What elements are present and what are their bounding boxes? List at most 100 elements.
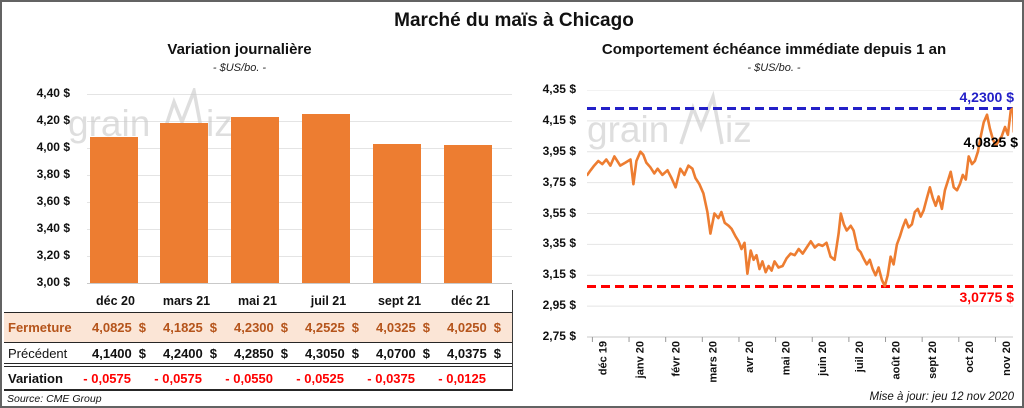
table-cell: 4,2850 $ [234, 345, 288, 361]
table-cell: 4,0825 $ [92, 320, 146, 335]
month-label-text: janv 20 [634, 341, 647, 379]
table-cell: - 0,0375 [367, 370, 415, 386]
bar-y-axis-label: 3,00 $ [36, 275, 70, 289]
month-label-text: août 20 [890, 341, 903, 380]
table-cell: 4,1825 $ [163, 320, 217, 335]
table-cell: - 0,0125 [438, 370, 486, 386]
month-label: mars 20 [693, 341, 719, 395]
table-header-row: déc 20 mars 21 mai 21 juil 21 sept 21 dé… [4, 290, 512, 313]
table-cell: 4,2300 $ [234, 320, 288, 335]
watermark-zigzag-icon [160, 88, 205, 139]
line-y-axis-label: 3,75 $ [542, 174, 576, 189]
table-cell: 4,0325 $ [376, 320, 430, 335]
line-y-axis-label: 3,15 $ [542, 267, 576, 282]
price-line [587, 107, 1013, 288]
month-label-text: nov 20 [1000, 341, 1013, 376]
row-label: Fermeture [8, 320, 72, 335]
bar-y-axis-label: 3,40 $ [36, 221, 70, 235]
bar-gridline [87, 283, 512, 284]
table-cell: 4,2400 $ [163, 345, 217, 361]
month-label: mai 20 [767, 341, 793, 395]
update-note: Mise à jour: jeu 12 nov 2020 [869, 391, 1014, 403]
table-cell: - 0,0525 [296, 370, 344, 386]
table-cell: - 0,0575 [83, 370, 131, 386]
line-chart-series [587, 107, 1013, 288]
bar-gridline [87, 175, 512, 176]
front-month-line-chart: grain iz [587, 90, 1013, 342]
line-chart-subtitle: - $US/bo. - [747, 62, 801, 74]
month-label: déc 19 [583, 341, 609, 395]
month-label: juin 20 [803, 341, 829, 395]
table-cell: 4,2525 $ [305, 320, 359, 335]
month-label-text: mai 20 [780, 341, 793, 376]
bar [444, 144, 492, 283]
line-chart-grid [587, 90, 1013, 342]
bar-gridline [87, 229, 512, 230]
bar [302, 113, 351, 283]
line-y-axis-label: 2,75 $ [542, 329, 576, 343]
bar-y-axis-label: 4,00 $ [36, 140, 70, 154]
month-label-text: déc 19 [597, 341, 610, 376]
month-label-text: oct 20 [963, 341, 976, 373]
futures-table: déc 20 mars 21 mai 21 juil 21 sept 21 dé… [4, 290, 513, 391]
month-label: sept 20 [913, 341, 939, 395]
bar-y-axis-label: 3,60 $ [36, 194, 70, 208]
bar-y-axis-label: 3,20 $ [36, 248, 70, 262]
bar-y-axis-label: 4,20 $ [36, 113, 70, 127]
table-cell: 4,0250 $ [447, 320, 501, 335]
table-cell: 4,3050 $ [305, 345, 359, 361]
month-label-text: juin 20 [817, 341, 830, 376]
line-y-axis-label: 3,35 $ [542, 236, 576, 251]
table-cell: 4,1400 $ [92, 345, 146, 361]
column-header: déc 21 [451, 294, 490, 308]
bar [89, 136, 138, 283]
month-label: janv 20 [620, 341, 646, 395]
low-value-label: 3,0775 $ [959, 289, 1015, 305]
watermark-text: iz [206, 103, 233, 144]
line-y-axis-label: 4,15 $ [542, 112, 576, 127]
bar-y-axis-label: 3,80 $ [36, 167, 70, 181]
column-header: mai 21 [238, 294, 277, 308]
column-header: mars 21 [162, 294, 211, 308]
row-label: Précédent [8, 345, 68, 361]
table-cell: - 0,0550 [225, 370, 273, 386]
month-label: nov 20 [986, 341, 1012, 395]
month-label-text: avr 20 [743, 341, 756, 373]
table-cell: 4,0375 $ [447, 345, 501, 361]
grainwiz-watermark: grain iz [587, 90, 752, 150]
watermark-zigzag-icon [679, 90, 724, 145]
line-chart-title: Comportement échéance immédiate depuis 1… [601, 41, 947, 58]
row-label: Variation [8, 370, 63, 386]
watermark-text: grain [587, 109, 669, 150]
table-row-variation: Variation - 0,0575 - 0,0575 - 0,0550 - 0… [4, 367, 512, 391]
high-value-label: 4,2300 $ [959, 89, 1015, 105]
bar [160, 123, 209, 283]
month-label: avr 20 [730, 341, 756, 395]
bar-gridline [87, 121, 512, 122]
bar-y-axis-label: 4,40 $ [36, 86, 70, 100]
bar-chart-subtitle: - $US/bo. - [212, 62, 267, 74]
bar-gridline [87, 202, 512, 203]
table-cell: - 0,0575 [154, 370, 202, 386]
month-label: oct 20 [950, 341, 976, 395]
page-title: Marché du maïs à Chicago [394, 10, 634, 31]
bar [373, 143, 422, 283]
month-label-text: févr 20 [670, 341, 683, 377]
last-close-label: 4,0825 $ [963, 134, 1019, 150]
line-y-axis-label: 3,95 $ [542, 143, 576, 158]
table-row-precedent: Précédent 4,1400 $ 4,2400 $ 4,2850 $ 4,3050… [4, 343, 512, 367]
bar-gridline [87, 256, 512, 257]
column-header: juil 21 [310, 294, 347, 308]
source-note: Source: CME Group [7, 393, 102, 405]
bar-gridline [87, 94, 512, 95]
month-label: juil 20 [840, 341, 866, 395]
line-y-axis-label: 4,35 $ [542, 82, 576, 96]
column-header: déc 20 [96, 294, 135, 308]
month-label: févr 20 [657, 341, 683, 395]
watermark-text: iz [725, 109, 752, 150]
column-header: sept 21 [377, 294, 422, 308]
line-y-axis-label: 2,95 $ [542, 298, 576, 313]
bar-gridline [87, 148, 512, 149]
bar [231, 116, 280, 283]
